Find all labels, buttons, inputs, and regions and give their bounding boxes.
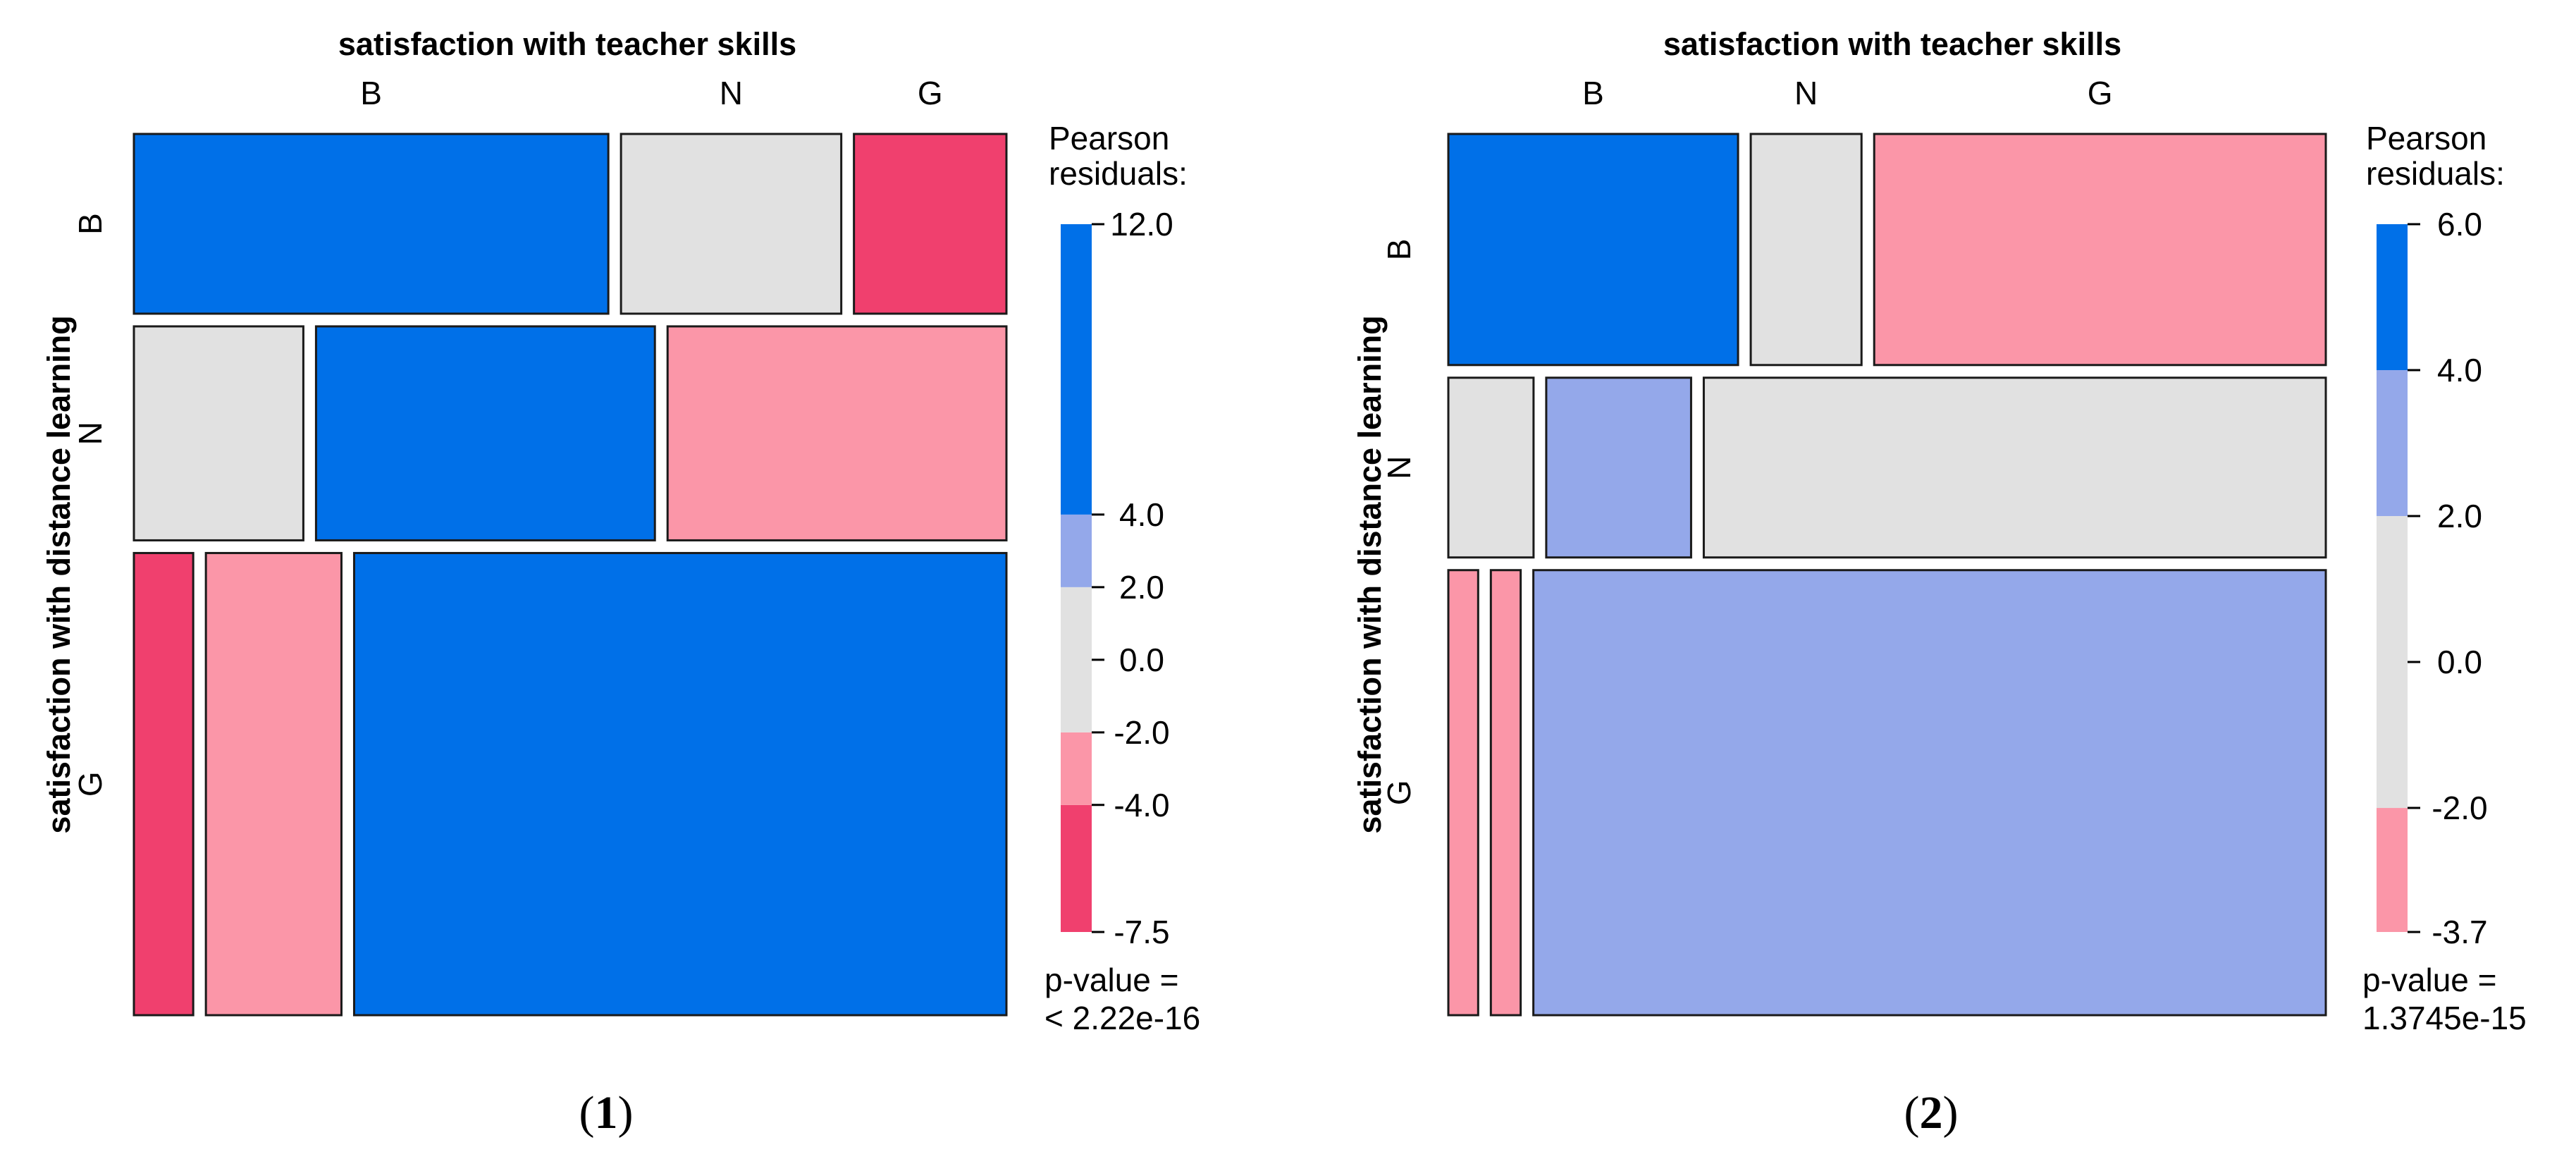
mosaic-panel-2: satisfaction with teacher skills satisfac… [1352, 26, 2527, 1139]
panel-caption: (1) [579, 1087, 634, 1139]
p-value: 1.3745e-15 [2362, 1000, 2527, 1036]
legend-color-band [2377, 370, 2408, 517]
mosaic-cell-B-N [620, 133, 843, 315]
y-axis-title: satisfaction with distance learning [41, 315, 77, 833]
mosaic-panel-1: satisfaction with teacher skills satisfac… [41, 26, 1200, 1139]
mosaic-cell-G-G [352, 551, 1008, 1017]
legend-color-band [1061, 224, 1092, 515]
mosaic-cell-G-B [1447, 569, 1479, 1017]
mosaic-cell-G-N [1489, 569, 1522, 1017]
row-label-G: G [72, 771, 109, 797]
legend-title-line: Pearson [2366, 120, 2486, 157]
row-label-N: N [1381, 456, 1417, 479]
row-label-B: B [72, 213, 109, 235]
p-value-label: p-value = [1044, 962, 1179, 998]
legend-tick-label: 4.0 [2437, 352, 2482, 388]
legend-title-line: residuals: [2366, 155, 2505, 192]
mosaic-cell-G-G [1532, 569, 2327, 1017]
mosaic-cell-N-G [1702, 376, 2327, 559]
legend-tick-label: 2.0 [2437, 498, 2482, 534]
legend-title-line: Pearson [1049, 120, 1169, 157]
p-value: < 2.22e-16 [1044, 1000, 1200, 1036]
legend-color-band [1061, 732, 1092, 805]
col-label-G: G [2088, 75, 2113, 111]
legend-tick-label: 6.0 [2437, 206, 2482, 243]
legend-color-band [2377, 808, 2408, 932]
legend-tick-label: 0.0 [1119, 642, 1164, 678]
p-value-label: p-value = [2362, 962, 2497, 998]
mosaic-cell-N-G [666, 325, 1008, 541]
col-label-N: N [1794, 75, 1818, 111]
y-axis-title: satisfaction with distance learning [1352, 315, 1388, 833]
legend-tick-label: 2.0 [1119, 569, 1164, 606]
legend-tick-label: -3.7 [2432, 914, 2487, 950]
legend-title-line: residuals: [1049, 155, 1188, 192]
mosaic-cell-B-N [1749, 133, 1863, 367]
legend-color-band [1061, 804, 1092, 932]
legend-tick-label: 0.0 [2437, 644, 2482, 680]
mosaic-cell-N-N [1545, 376, 1692, 559]
mosaic-cell-B-G [853, 133, 1008, 315]
col-label-B: B [1582, 75, 1604, 111]
legend-tick-label: 4.0 [1119, 496, 1164, 533]
legend-tick-label: -2.0 [2432, 790, 2487, 826]
legend-tick-label: 12.0 [1110, 206, 1173, 243]
legend-color-band [1061, 514, 1092, 587]
row-label-N: N [72, 422, 109, 445]
x-axis-title: satisfaction with teacher skills [1663, 26, 2121, 62]
col-label-B: B [360, 75, 382, 111]
mosaic-cell-B-B [133, 133, 610, 315]
col-label-N: N [720, 75, 743, 111]
row-label-B: B [1381, 239, 1417, 261]
mosaic-cell-N-N [314, 325, 656, 541]
legend-color-band [1061, 587, 1092, 732]
mosaic-cell-G-B [133, 551, 195, 1017]
legend-color-band [2377, 516, 2408, 809]
x-axis-title: satisfaction with teacher skills [338, 26, 796, 62]
legend-tick-label: -2.0 [1114, 714, 1169, 751]
mosaic-cell-B-B [1447, 133, 1739, 367]
mosaic-cell-N-B [1447, 376, 1535, 559]
panel-caption: (2) [1904, 1087, 1959, 1139]
legend-tick-label: -4.0 [1114, 787, 1169, 823]
mosaic-cell-G-N [204, 551, 343, 1017]
row-label-G: G [1381, 780, 1417, 805]
legend-tick-label: -7.5 [1114, 914, 1169, 950]
mosaic-cell-B-G [1873, 133, 2327, 367]
mosaic-cell-N-B [133, 325, 304, 541]
col-label-G: G [918, 75, 943, 111]
legend-color-band [2377, 224, 2408, 371]
